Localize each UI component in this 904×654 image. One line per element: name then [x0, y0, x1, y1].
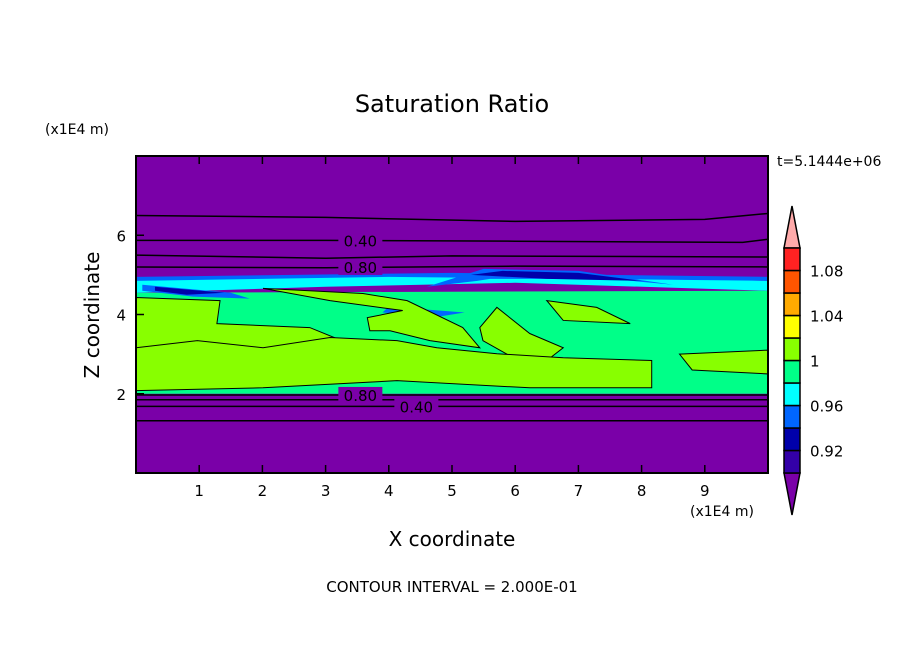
- x-tick-label: 3: [321, 482, 331, 500]
- colorbar-swatch: [783, 449, 801, 474]
- x-tick-label: 2: [258, 482, 268, 500]
- plot-area: 0.40 0.80 0.80 0.40: [135, 155, 769, 474]
- field-region-10: [479, 306, 565, 361]
- x-tick-label: 1: [194, 482, 204, 500]
- contour-label-bg-4: [338, 386, 383, 403]
- colorbar-tick-label: 1.04: [810, 308, 843, 326]
- contour-label-bg-6: [394, 398, 439, 415]
- contour-label-bg-1: [338, 232, 383, 249]
- x-axis-ticks: 1 2 3 4 5 6 7 8 9: [194, 156, 710, 500]
- time-label: t=5.1444e+06: [777, 154, 881, 170]
- y-unit-label: (x1E4 m): [45, 122, 109, 138]
- x-tick-label: 4: [384, 482, 394, 500]
- colorbar-swatch: [783, 382, 801, 407]
- colorbar-tick-label: 0.92: [810, 443, 843, 461]
- field-region-9: [262, 287, 482, 349]
- x-tick-label: 7: [574, 482, 584, 500]
- contour-line-2: [136, 254, 768, 259]
- contour-label: 0.40: [400, 398, 433, 416]
- y-tick-label: 6: [116, 227, 126, 245]
- contour-line-3: [136, 265, 768, 269]
- colorbar-swatch: [783, 314, 801, 339]
- colorbar-swatch: [783, 337, 801, 362]
- colorbar-swatch: [783, 247, 801, 272]
- x-axis-label: X coordinate: [389, 527, 516, 551]
- colorbar-tick-label: 1: [810, 353, 820, 371]
- field-region-12: [136, 336, 653, 392]
- y-axis-ticks: 2 4 6: [116, 227, 144, 404]
- field-region-13: [678, 349, 768, 375]
- colorbar-swatch: [783, 292, 801, 317]
- colorbar-swatch: [783, 269, 801, 294]
- colorbar: 0.92 0.96 1 1.04 1.08: [783, 205, 843, 516]
- contour-line-0: [136, 212, 768, 223]
- colorbar-swatch: [783, 404, 801, 429]
- x-tick-label: 8: [637, 482, 647, 500]
- contour-interval-footer: CONTOUR INTERVAL = 2.000E-01: [326, 578, 577, 596]
- x-unit-label: (x1E4 m): [690, 504, 754, 520]
- contour-label-bg-3: [338, 258, 383, 275]
- y-tick-label: 4: [116, 307, 126, 325]
- field-region-4: [154, 286, 225, 295]
- chart-title: Saturation Ratio: [355, 90, 549, 118]
- colorbar-tick-label: 1.08: [810, 263, 843, 281]
- colorbar-swatch: [783, 359, 801, 384]
- field: 0.40 0.80 0.80 0.40: [136, 212, 768, 422]
- contour-label: 0.80: [344, 387, 377, 405]
- colorbar-over-triangle: [783, 205, 801, 249]
- contour-label: 0.40: [344, 232, 377, 250]
- x-tick-label: 6: [510, 482, 520, 500]
- contour-line-1: [136, 238, 768, 244]
- field-region-11: [545, 299, 631, 325]
- colorbar-tick-label: 0.96: [810, 398, 843, 416]
- y-tick-label: 2: [116, 386, 126, 404]
- y-axis-label: Z coordinate: [80, 252, 104, 379]
- colorbar-swatch: [783, 427, 801, 452]
- field-region-6: [470, 270, 642, 281]
- x-tick-label: 9: [700, 482, 710, 500]
- contour-label: 0.80: [344, 259, 377, 277]
- x-tick-label: 5: [447, 482, 457, 500]
- colorbar-under-triangle: [783, 472, 801, 516]
